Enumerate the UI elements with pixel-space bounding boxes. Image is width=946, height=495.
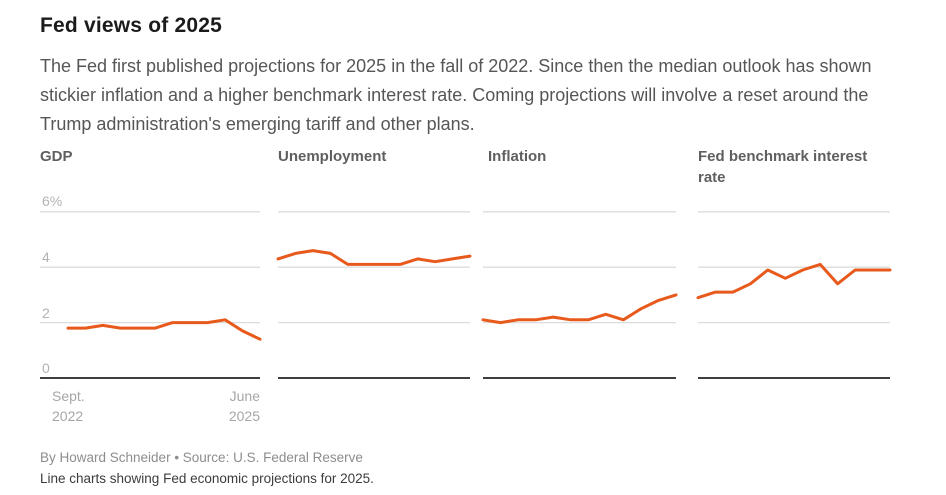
chart-caption: Line charts showing Fed economic project…	[40, 471, 374, 486]
byline-source: By Howard Schneider • Source: U.S. Feder…	[40, 450, 363, 465]
x-axis-start-label: Sept. 2022	[52, 388, 85, 424]
panel-title-unemployment: Unemployment	[278, 148, 387, 165]
gdp-chart	[40, 211, 262, 379]
y-axis-tick-6: 6%	[42, 193, 63, 209]
page-title: Fed views of 2025	[40, 14, 222, 37]
unemployment-chart	[276, 211, 472, 379]
panel-title-inflation: Inflation	[488, 148, 547, 165]
fed-rate-chart	[696, 211, 892, 379]
inflation-chart	[481, 211, 678, 379]
x-axis-end-label: June 2025	[228, 388, 260, 424]
panel-title-fed-rate: Fed benchmark interest rate	[698, 148, 868, 186]
panel-title-gdp: GDP	[40, 148, 73, 165]
y-axis-tick-4: 4	[42, 249, 50, 265]
y-axis-tick-2: 2	[42, 305, 50, 321]
page-subtitle: The Fed first published projections for …	[40, 56, 872, 134]
y-axis-tick-0: 0	[42, 360, 50, 376]
